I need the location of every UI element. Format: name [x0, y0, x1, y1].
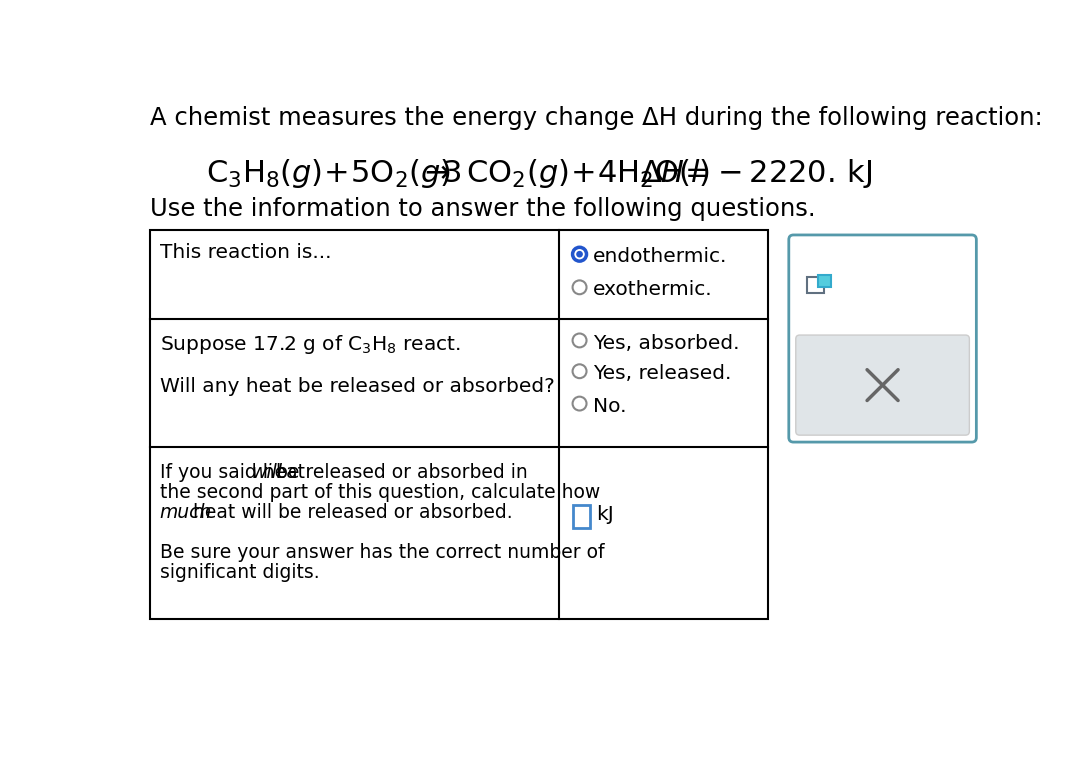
Text: be released or absorbed in: be released or absorbed in [269, 463, 528, 482]
Text: Yes, absorbed.: Yes, absorbed. [593, 334, 739, 352]
Circle shape [572, 334, 586, 347]
Text: $3\,\mathrm{CO_2}(g)\!+\!4\mathrm{H_2O}(\mathit{l})$: $3\,\mathrm{CO_2}(g)\!+\!4\mathrm{H_2O}(… [443, 157, 711, 190]
FancyBboxPatch shape [796, 335, 969, 435]
Text: endothermic.: endothermic. [593, 247, 727, 266]
Text: heat will be released or absorbed.: heat will be released or absorbed. [187, 503, 513, 522]
FancyBboxPatch shape [789, 235, 977, 442]
Circle shape [572, 247, 586, 261]
Bar [150, 230, 767, 619]
Bar [808, 277, 824, 293]
Text: $\mathrm{C_3H_8}(g)\!+\!5\mathrm{O_2}(g)$: $\mathrm{C_3H_8}(g)\!+\!5\mathrm{O_2}(g)… [206, 157, 451, 190]
Text: This reaction is...: This reaction is... [159, 243, 331, 262]
Circle shape [572, 396, 586, 411]
Text: will: will [251, 463, 282, 482]
Text: Suppose 17.2 g of $\mathrm{C_3H_8}$ react.: Suppose 17.2 g of $\mathrm{C_3H_8}$ reac… [159, 333, 460, 356]
Text: x10: x10 [827, 278, 859, 296]
Text: much: much [159, 503, 211, 522]
Text: significant digits.: significant digits. [159, 563, 319, 582]
Text: Be sure your answer has the correct number of: Be sure your answer has the correct numb… [159, 543, 604, 562]
Text: $\Delta\mathit{H}\!=\!-2220.\,\mathrm{kJ}$: $\Delta\mathit{H}\!=\!-2220.\,\mathrm{kJ… [640, 157, 873, 190]
Circle shape [572, 280, 586, 294]
Text: Will any heat be released or absorbed?: Will any heat be released or absorbed? [159, 377, 554, 396]
Text: kJ: kJ [596, 506, 614, 525]
Text: No.: No. [593, 396, 627, 415]
Circle shape [572, 365, 586, 378]
Bar [572, 506, 590, 528]
Text: If you said heat: If you said heat [159, 463, 311, 482]
Text: Yes, released.: Yes, released. [593, 365, 731, 384]
Text: the second part of this question, calculate how: the second part of this question, calcul… [159, 483, 600, 502]
Bar [819, 275, 831, 287]
Text: Use the information to answer the following questions.: Use the information to answer the follow… [150, 197, 815, 221]
Text: A chemist measures the energy change ΔH during the following reaction:: A chemist measures the energy change ΔH … [150, 106, 1043, 130]
Text: exothermic.: exothermic. [593, 280, 713, 299]
Text: $\rightarrow$: $\rightarrow$ [420, 157, 451, 186]
Circle shape [577, 251, 583, 258]
